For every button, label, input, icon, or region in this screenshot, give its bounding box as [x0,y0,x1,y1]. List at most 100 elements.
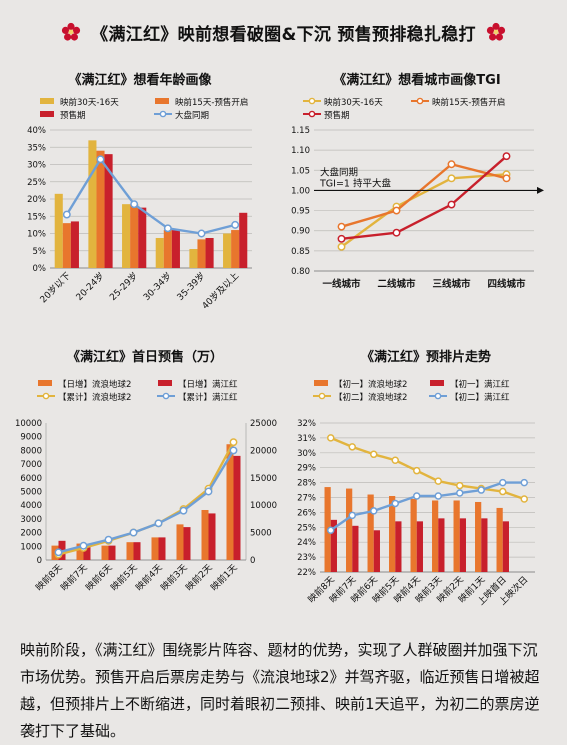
bar [208,513,216,560]
data-point [204,487,213,496]
series-line [330,481,525,532]
bar [231,230,240,268]
bar [171,230,180,268]
legend-marker [308,97,316,105]
x-tick-label: 映前8天 [33,562,65,594]
data-point [337,222,346,231]
y-tick-label: 0.85 [291,247,310,257]
bar [223,233,232,268]
legend-label: 【初一】满江红 [450,379,510,390]
bar [502,521,509,572]
y-tick-label: 30% [27,161,46,171]
data-point [447,174,456,183]
bar [183,527,191,560]
bar [88,140,97,268]
y-tick-label: 0.80 [291,267,310,277]
chart-title: 《满江红》想看城市画像TGI [333,72,500,88]
legend-swatch [38,380,52,386]
y-tick-label: 28% [297,479,316,489]
data-point [327,526,335,535]
y-tick-label: 1.15 [291,126,310,136]
legend-swatch [314,380,328,386]
legend-swatch [158,380,172,386]
chart-title: 《满江红》预排片走势 [361,349,491,365]
bar [330,519,337,572]
data-point [130,200,139,209]
legend-marker [159,110,167,118]
legend-marker [308,110,316,118]
y-tick-label: 5% [33,247,47,257]
bar [432,500,439,572]
data-point [434,477,442,485]
bar [475,501,482,572]
legend-swatch [155,98,169,104]
legend-label: 预售期 [324,110,350,121]
y2-tick-label: 15000 [250,474,277,484]
bar [233,455,241,560]
bar [389,496,396,572]
y-tick-label: 0% [33,264,47,274]
legend-marker [162,392,170,400]
data-point [197,229,206,238]
bar [346,488,353,572]
x-tick-label: 映前5天 [108,562,140,594]
bar [176,524,184,560]
legend-marker [318,392,326,400]
bar [205,237,214,268]
x-tick-label: 25-29岁 [107,270,140,303]
legend-label: 映前30天-16天 [324,97,383,108]
summary-paragraph: 映前阶段，《满江红》围绕影片阵容、题材的优势，实现了人群破圈并加强下沉市场优势。… [20,641,540,740]
flower-icon [62,22,81,41]
y-tick-label: 4000 [20,501,42,511]
y2-tick-label: 20000 [250,446,277,456]
data-point [337,242,346,251]
legend-label: 【初二】满江红 [450,392,510,403]
x-tick-label: 四线城市 [487,278,526,290]
legend-label: 【日增】满江红 [178,379,238,390]
bar [138,207,147,268]
data-point [413,492,421,500]
data-point [392,206,401,215]
data-point [129,528,138,537]
series-line [341,163,507,228]
data-point [520,478,528,487]
x-tick-label: 映前1天 [208,562,240,594]
data-point [62,210,71,219]
data-point [447,200,456,209]
data-point [348,511,356,520]
y-tick-label: 10000 [15,419,42,429]
legend-label: 预售期 [60,110,86,121]
y-tick-label: 29% [297,464,316,474]
bar [122,204,131,268]
x-tick-label: 映前2天 [183,562,215,594]
series-line [330,436,525,501]
y2-tick-label: 25000 [250,419,277,429]
legend-swatch [430,380,444,386]
bar [201,509,209,560]
legend-swatch [40,98,54,104]
data-point [229,438,238,447]
y-tick-label: 0.95 [291,207,310,217]
page-title: 《满江红》映前想看破圈&下沉 预售预排稳扎稳打 [91,24,476,45]
y-tick-label: 5000 [20,488,42,498]
y-tick-label: 8000 [20,446,42,456]
legend-label: 【初二】流浪地球2 [334,392,407,403]
y-tick-label: 1.00 [291,186,310,196]
x-tick-label: 30-34岁 [141,270,174,303]
bar [126,542,134,560]
y2-tick-label: 5000 [250,529,272,539]
bar [155,237,164,268]
bar [108,545,116,560]
y-tick-label: 35% [27,143,46,153]
y-tick-label: 25% [297,523,316,533]
data-point [499,478,507,487]
legend-marker [416,97,424,105]
bar [158,537,166,560]
y-tick-label: 10% [27,230,46,240]
data-point [348,443,356,451]
bar [130,204,139,268]
bar [410,498,417,572]
y-tick-label: 1.05 [291,166,310,176]
